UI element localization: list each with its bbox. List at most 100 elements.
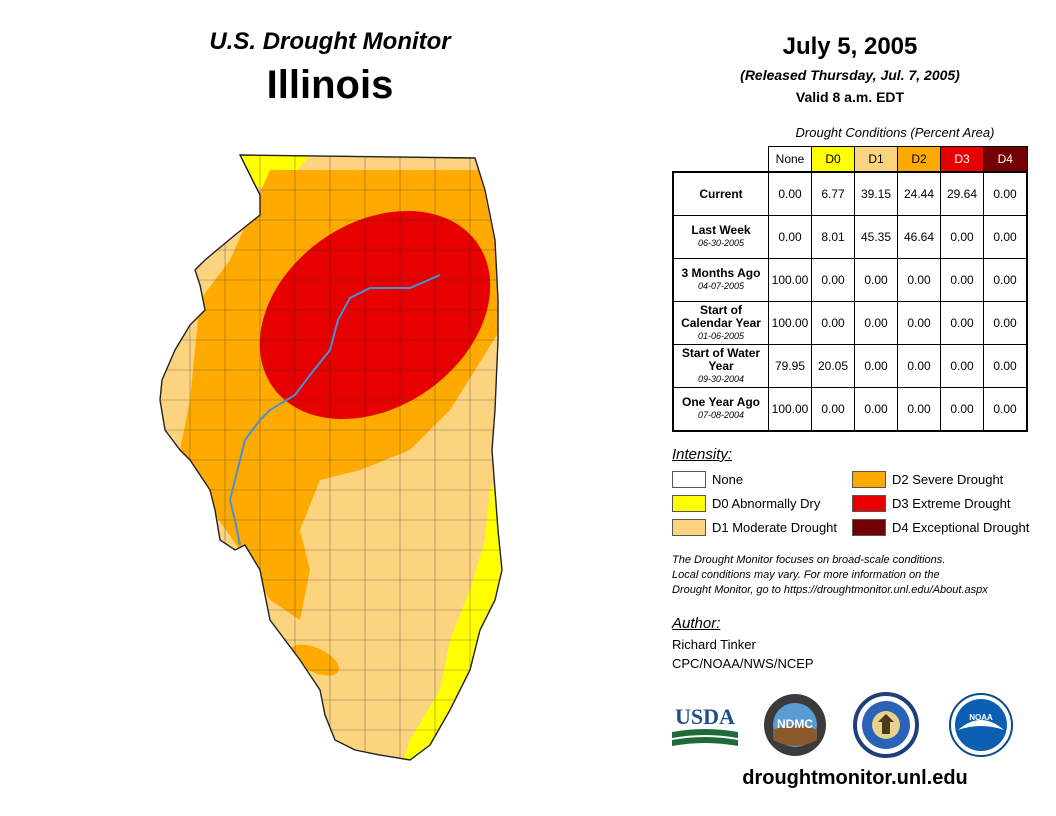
cell-d3: 0.00 bbox=[940, 258, 984, 302]
table-row: 3 Months Ago 04-07-2005 100.00 0.00 0.00 … bbox=[672, 258, 1028, 302]
illinois-river bbox=[228, 274, 441, 546]
row-label: Last Week 06-30-2005 bbox=[672, 215, 769, 259]
cell-none: 100.00 bbox=[768, 301, 812, 345]
author-name: Richard Tinker bbox=[672, 637, 756, 652]
legend-item-none: None bbox=[672, 471, 743, 488]
map-title: U.S. Drought Monitor bbox=[209, 28, 451, 55]
cell-d1: 0.00 bbox=[854, 301, 898, 345]
cell-d0: 0.00 bbox=[811, 387, 855, 432]
col-header-d2: D2 bbox=[897, 146, 941, 173]
cell-d2: 0.00 bbox=[897, 301, 941, 345]
cell-d4: 0.00 bbox=[983, 171, 1028, 216]
row-date: 07-08-2004 bbox=[697, 410, 745, 420]
row-date: 01-06-2005 bbox=[697, 330, 745, 341]
release-date: (Released Thursday, Jul. 7, 2005) bbox=[740, 67, 960, 83]
legend-swatch-d0 bbox=[672, 495, 706, 512]
legend-swatch-d2 bbox=[852, 471, 886, 488]
legend-label: None bbox=[712, 472, 744, 487]
state-title: Illinois bbox=[266, 63, 394, 107]
cell-none: 0.00 bbox=[768, 171, 812, 216]
cell-d2: 0.00 bbox=[897, 344, 941, 388]
county-boundaries bbox=[160, 155, 502, 760]
cell-d4: 0.00 bbox=[983, 215, 1028, 259]
table-row: Start of Calendar Year 01-06-2005 100.00 … bbox=[672, 301, 1028, 345]
col-header-d0: D0 bbox=[811, 146, 855, 173]
legend-swatch-none bbox=[672, 471, 706, 488]
cell-none: 0.00 bbox=[768, 215, 812, 259]
note-line: Local conditions may vary. For more info… bbox=[672, 569, 940, 581]
ndmc-logo-text: NDMC bbox=[777, 717, 813, 731]
row-date: 04-07-2005 bbox=[697, 281, 745, 291]
cell-d1: 0.00 bbox=[854, 344, 898, 388]
usda-logo-text: USDA bbox=[675, 704, 735, 729]
author-title: Author: bbox=[672, 615, 721, 632]
legend-label: D4 Exceptional Drought bbox=[892, 520, 1030, 535]
legend-swatch-d4 bbox=[852, 519, 886, 536]
col-header-none: None bbox=[768, 146, 812, 173]
table-row: Start of Water Year 09-30-2004 79.95 20.0… bbox=[672, 344, 1028, 388]
row-label: 3 Months Ago 04-07-2005 bbox=[672, 258, 769, 302]
cell-d3: 0.00 bbox=[940, 215, 984, 259]
cell-none: 100.00 bbox=[768, 387, 812, 432]
table-caption: Drought Conditions (Percent Area) bbox=[795, 125, 995, 140]
cell-d2: 0.00 bbox=[897, 258, 941, 302]
cell-d1: 0.00 bbox=[854, 387, 898, 432]
cell-d3: 0.00 bbox=[940, 301, 984, 345]
row-date: 09-30-2004 bbox=[697, 373, 745, 384]
legend-label: D1 Moderate Drought bbox=[712, 520, 838, 535]
cell-d4: 0.00 bbox=[983, 387, 1028, 432]
cell-d4: 0.00 bbox=[983, 258, 1028, 302]
note-line: The Drought Monitor focuses on broad-sca… bbox=[672, 554, 946, 566]
disclaimer-note: The Drought Monitor focuses on broad-sca… bbox=[672, 553, 1047, 598]
cell-d1: 39.15 bbox=[854, 171, 898, 216]
legend-item-d2: D2 Severe Drought bbox=[852, 471, 1003, 488]
table-row: Current 0.00 6.77 39.15 24.44 29.64 0.00 bbox=[672, 171, 1028, 216]
illinois-drought-map bbox=[159, 154, 503, 761]
cell-d0: 20.05 bbox=[811, 344, 855, 388]
cell-d4: 0.00 bbox=[983, 344, 1028, 388]
cell-d0: 8.01 bbox=[811, 215, 855, 259]
col-header-d4: D4 bbox=[983, 146, 1028, 173]
legend-item-d0: D0 Abnormally Dry bbox=[672, 495, 820, 512]
row-label: Start of Calendar Year 01-06-2005 bbox=[672, 301, 769, 345]
row-label: Start of Water Year 09-30-2004 bbox=[672, 344, 769, 388]
legend-item-d4: D4 Exceptional Drought bbox=[852, 519, 1029, 536]
note-line: Drought Monitor, go to https://droughtmo… bbox=[672, 584, 988, 596]
drought-conditions-table: None D0 D1 D2 D3 D4 Current 0.00 6.77 39… bbox=[672, 146, 1028, 432]
cell-d4: 0.00 bbox=[983, 301, 1028, 345]
cell-d2: 46.64 bbox=[897, 215, 941, 259]
legend-item-d3: D3 Extreme Drought bbox=[852, 495, 1011, 512]
author-org: CPC/NOAA/NWS/NCEP bbox=[672, 656, 814, 671]
legend-swatch-d3 bbox=[852, 495, 886, 512]
cell-d2: 24.44 bbox=[897, 171, 941, 216]
legend-title: Intensity: bbox=[672, 446, 733, 463]
d2-area-south bbox=[290, 644, 340, 676]
legend-label: D3 Extreme Drought bbox=[892, 496, 1011, 511]
cell-d3: 0.00 bbox=[940, 387, 984, 432]
cell-none: 100.00 bbox=[768, 258, 812, 302]
legend-label: D0 Abnormally Dry bbox=[712, 496, 821, 511]
noaa-logo-text: NOAA bbox=[969, 713, 993, 722]
cell-d0: 6.77 bbox=[811, 171, 855, 216]
col-header-d3: D3 bbox=[940, 146, 984, 173]
row-date: 06-30-2005 bbox=[697, 238, 745, 248]
table-row: One Year Ago 07-08-2004 100.00 0.00 0.00 … bbox=[672, 387, 1028, 432]
row-label: Current bbox=[672, 171, 769, 216]
noaa-logo: NOAA bbox=[949, 693, 1013, 757]
legend-swatch-d1 bbox=[672, 519, 706, 536]
commerce-seal-logo bbox=[853, 692, 919, 758]
legend-item-d1: D1 Moderate Drought bbox=[672, 519, 837, 536]
cell-d1: 45.35 bbox=[854, 215, 898, 259]
cell-d0: 0.00 bbox=[811, 301, 855, 345]
valid-time: Valid 8 a.m. EDT bbox=[795, 89, 905, 105]
row-label: One Year Ago 07-08-2004 bbox=[672, 387, 769, 432]
usda-logo: USDA bbox=[672, 704, 738, 746]
ndmc-logo: NDMC bbox=[764, 694, 826, 756]
table-row: Last Week 06-30-2005 0.00 8.01 45.35 46.6… bbox=[672, 215, 1028, 259]
cell-d2: 0.00 bbox=[897, 387, 941, 432]
header-corner bbox=[673, 147, 769, 173]
legend-label: D2 Severe Drought bbox=[892, 472, 1004, 487]
cell-d1: 0.00 bbox=[854, 258, 898, 302]
website-link[interactable]: droughtmonitor.unl.edu bbox=[742, 767, 968, 789]
cell-d3: 29.64 bbox=[940, 171, 984, 216]
